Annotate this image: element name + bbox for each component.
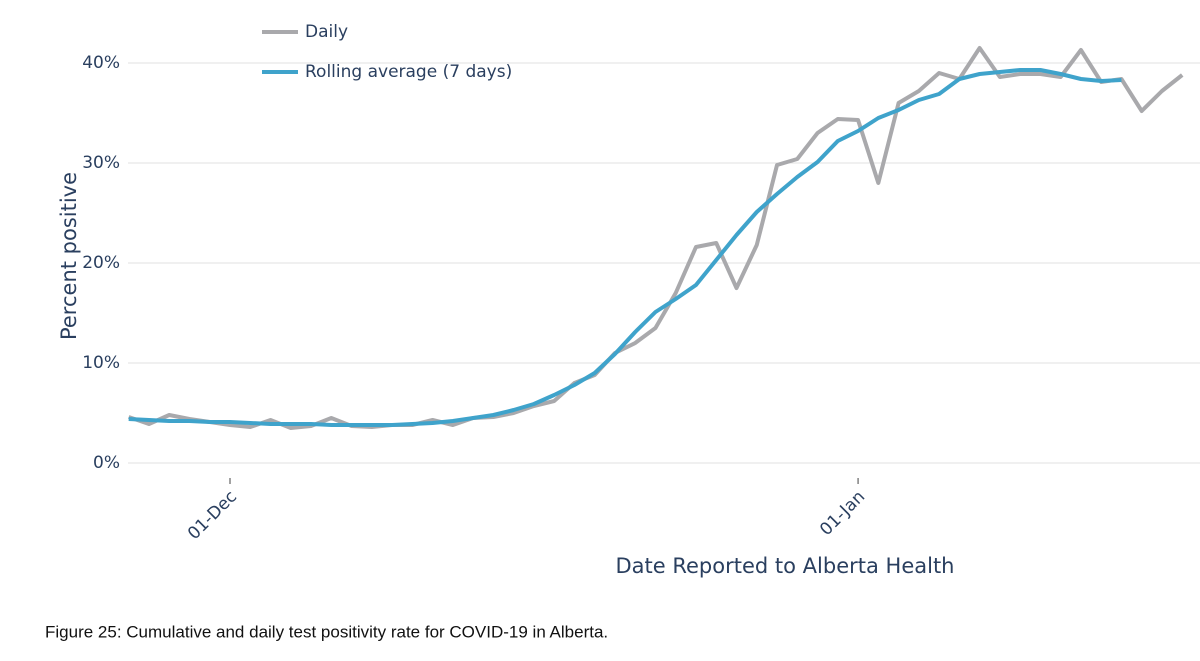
legend-label: Daily <box>305 22 348 42</box>
x-tick-label: 01-Dec <box>184 487 241 544</box>
y-axis-title: Percent positive <box>57 172 81 340</box>
y-tick-label: 0% <box>93 453 120 473</box>
x-axis-title: Date Reported to Alberta Health <box>616 554 955 578</box>
legend-label: Rolling average (7 days) <box>305 62 512 82</box>
y-tick-label: 20% <box>82 253 120 273</box>
series-line <box>128 46 1184 430</box>
y-tick-label: 30% <box>82 153 120 173</box>
x-tick-label: 01-Jan <box>816 487 869 540</box>
y-tick-label: 10% <box>82 353 120 373</box>
y-tick-label: 40% <box>82 53 120 73</box>
caption: Figure 25: Cumulative and daily test pos… <box>45 622 608 641</box>
series-line <box>128 68 1122 427</box>
